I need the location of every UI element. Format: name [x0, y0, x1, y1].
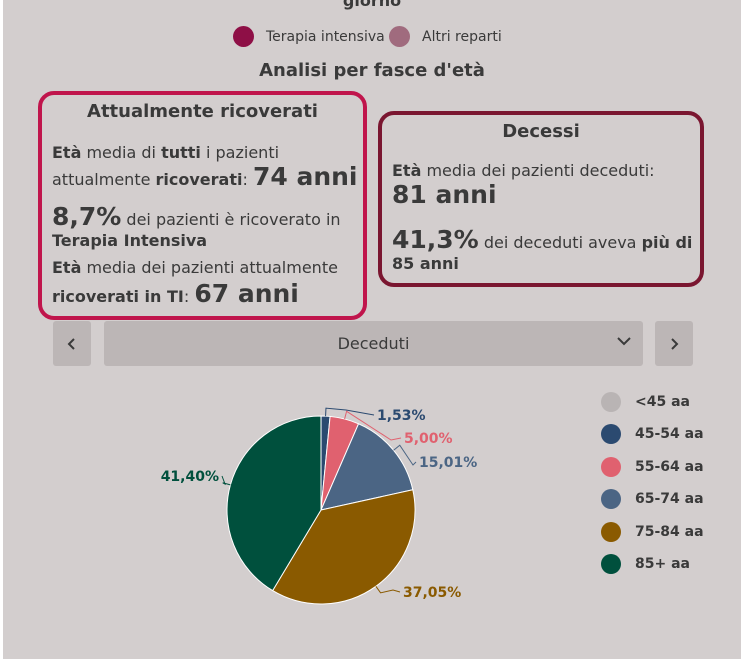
pie-leader-line-3	[344, 410, 402, 441]
category-select[interactable]: Deceduti	[104, 321, 643, 366]
pie-data-label-6: 41,40%	[161, 469, 219, 485]
pie-leader-line-4	[393, 444, 417, 466]
line-ricoverati-value: attualmente ricoverati: 74 anni	[52, 162, 358, 191]
legend-label: 65-74 aa	[635, 491, 704, 507]
age-pie-chart: 1,53% 5,00% 15,01% 37,05% 41,40%	[161, 407, 477, 605]
pie-data-label-2: 1,53%	[377, 408, 426, 424]
legend-item-65-74[interactable]: 65-74 aa	[601, 489, 704, 509]
legend-item-75-84[interactable]: 75-84 aa	[601, 522, 704, 542]
chevron-left-icon	[67, 337, 75, 350]
line-85-anni: 85 anni	[392, 254, 459, 273]
chevron-down-icon	[617, 337, 631, 346]
line-eta-media-deceduti: Età media dei pazienti deceduti:	[392, 161, 655, 180]
percent-over-85-value: 41,3%	[392, 225, 479, 254]
pie-slice-5[interactable]	[271, 489, 416, 605]
pie-leader-line-5	[375, 586, 401, 594]
dashboard-panel: giorno Terapia intensiva Altri reparti A…	[3, 0, 741, 659]
legend-item-55-64[interactable]: 55-64 aa	[601, 457, 704, 477]
legend-label: 55-64 aa	[635, 459, 704, 475]
percent-ti-value: 8,7%	[52, 202, 122, 231]
pie-slice-6[interactable]	[226, 415, 322, 592]
pie-leader-line-6	[221, 475, 231, 486]
chevron-right-icon	[671, 337, 679, 350]
line-ricoverati-ti-value: ricoverati in TI: 67 anni	[52, 279, 299, 308]
legend-dot	[601, 489, 621, 509]
line-percent-over-85: 41,3% dei deceduti aveva più di	[392, 225, 693, 254]
legend-label: 45-54 aa	[635, 426, 704, 442]
legend-item-altri-reparti[interactable]: Altri reparti	[389, 26, 502, 47]
legend-label: Terapia intensiva	[266, 28, 385, 45]
legend-label: <45 aa	[635, 394, 690, 410]
line-eta-media-tutti: Età media di tutti i pazienti	[52, 143, 280, 162]
legend-label: 85+ aa	[635, 556, 690, 572]
legend-dot	[601, 554, 621, 574]
pie-data-label-4: 15,01%	[419, 455, 477, 471]
top-legend: Terapia intensiva Altri reparti	[3, 26, 741, 50]
legend-item-45-54[interactable]: 45-54 aa	[601, 424, 704, 444]
line-terapia-intensiva: Terapia Intensiva	[52, 231, 208, 250]
legend-item-terapia-intensiva[interactable]: Terapia intensiva	[233, 26, 385, 47]
pie-data-label-5: 37,05%	[403, 585, 461, 601]
pie-slice-4[interactable]	[320, 423, 414, 511]
pie-leader-line-2	[325, 407, 375, 417]
eta-media-value: 74 anni	[252, 162, 358, 191]
next-button[interactable]	[655, 321, 693, 366]
line-percent-ti: 8,7% dei pazienti è ricoverato in	[52, 202, 341, 231]
eta-media-deceduti-value: 81 anni	[392, 180, 497, 209]
legend-label: 75-84 aa	[635, 524, 704, 540]
legend-dot	[601, 424, 621, 444]
line-deceduti-value: 81 anni	[392, 180, 694, 210]
section-title: Analisi per fasce d'età	[259, 60, 485, 81]
card-ricoverati: Attualmente ricoverati Età media di tutt…	[38, 91, 367, 320]
card-decessi: Decessi Età media dei pazienti deceduti:…	[378, 111, 704, 287]
legend-item-lt45[interactable]: <45 aa	[601, 392, 690, 412]
legend-dot	[601, 392, 621, 412]
pie-data-label-3: 5,00%	[404, 431, 453, 447]
legend-dot	[601, 522, 621, 542]
legend-dot	[233, 26, 254, 47]
card-title: Attualmente ricoverati	[87, 101, 318, 122]
legend-dot	[601, 457, 621, 477]
eta-media-ti-value: 67 anni	[194, 279, 299, 308]
legend-label: Altri reparti	[422, 28, 502, 45]
legend-dot	[389, 26, 410, 47]
legend-item-85plus[interactable]: 85+ aa	[601, 554, 690, 574]
line-eta-media-ti: Età media dei pazienti attualmente	[52, 258, 338, 277]
selected-value: Deceduti	[337, 334, 410, 353]
prev-button[interactable]	[53, 321, 91, 366]
cut-off-title: giorno	[342, 0, 402, 10]
card-title: Decessi	[502, 121, 580, 142]
